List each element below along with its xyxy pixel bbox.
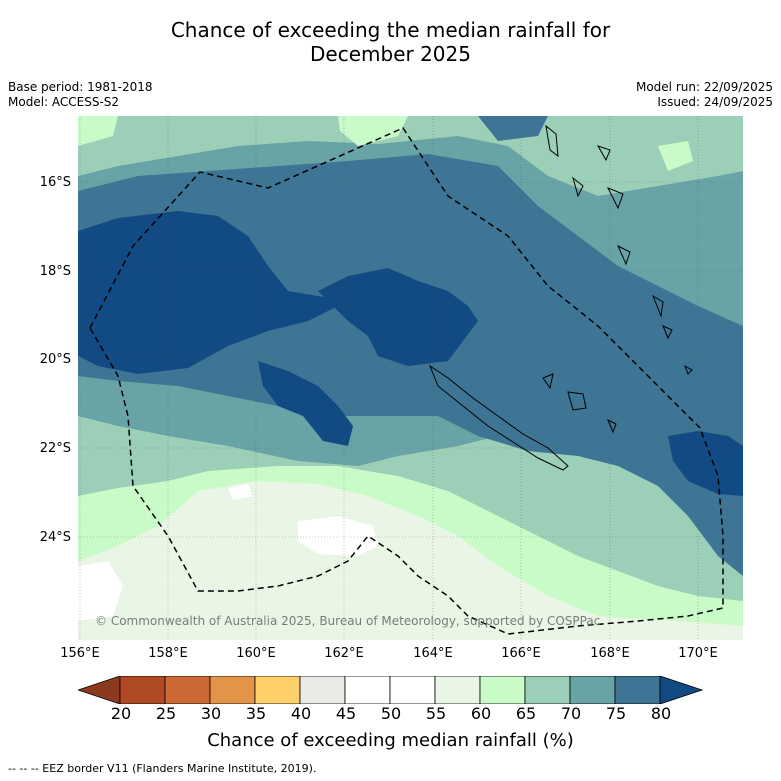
lon-label-166e: 166°E [501, 646, 541, 661]
colorbar-title: Chance of exceeding median rainfall (%) [207, 730, 574, 751]
model-name: Model: ACCESS-S2 [8, 95, 120, 109]
lat-label-24s: 24°S [39, 530, 71, 545]
band-60-65-ne [658, 141, 693, 171]
band-50-55-c [228, 484, 253, 500]
title-line-2: December 2025 [310, 42, 471, 66]
colorbar-tick-80: 80 [650, 704, 672, 723]
colorbar-cell-60-65 [479, 675, 526, 705]
colorbar-tick-45: 45 [335, 704, 357, 723]
band-60-65-corner [78, 116, 118, 146]
meta-left: Base period: 1981-2018 Model: ACCESS-S2 [8, 80, 153, 110]
colorbar-cell-20-25 [119, 675, 166, 705]
loyalty-islands [542, 373, 617, 434]
colorbar-cell-55-60 [434, 675, 481, 705]
band-80-plus-south [258, 361, 353, 446]
lon-label-158e: 158°E [148, 646, 188, 661]
title-line-1: Chance of exceeding the median rainfall … [170, 18, 611, 42]
colorbar-tick-60: 60 [470, 704, 492, 723]
colorbar-tick-40: 40 [290, 704, 312, 723]
colorbar-cell-45-50 [344, 675, 391, 705]
lat-label-20s: 20°S [39, 352, 71, 367]
colorbar-cell-35-40 [254, 675, 301, 705]
colorbar-cell-75-80 [614, 675, 661, 705]
copyright-notice: © Commonwealth of Australia 2025, Bureau… [95, 614, 601, 628]
meta-right: Model run: 22/09/2025 Issued: 24/09/2025 [636, 80, 773, 110]
rainfall-map [78, 116, 743, 640]
band-50-55-b [78, 561, 123, 621]
colorbar-cell-50-55 [389, 675, 436, 705]
colorbar-cell-70-75 [569, 675, 616, 705]
band-75-80-north [478, 116, 548, 141]
lon-label-170e: 170°E [678, 646, 718, 661]
band-55-60-south [78, 481, 743, 640]
base-period: Base period: 1981-2018 [8, 80, 153, 94]
lat-label-18s: 18°S [39, 264, 71, 279]
colorbar-tick-70: 70 [560, 704, 582, 723]
lon-label-168e: 168°E [590, 646, 630, 661]
eez-footnote: -- -- -- EEZ border V11 (Flanders Marine… [8, 762, 317, 775]
colorbar-tick-25: 25 [155, 704, 177, 723]
colorbar-tick-75: 75 [605, 704, 627, 723]
vanuatu-islands [545, 124, 693, 375]
new-caledonia-island [428, 364, 569, 471]
lon-label-162e: 162°E [324, 646, 364, 661]
colorbar-tick-20: 20 [110, 704, 132, 723]
colorbar-tick-55: 55 [425, 704, 447, 723]
lon-label-164e: 164°E [413, 646, 453, 661]
lon-label-156e: 156°E [60, 646, 100, 661]
colorbar-tick-35: 35 [245, 704, 267, 723]
map-title: Chance of exceeding the median rainfall … [0, 18, 781, 66]
band-80-plus-central [318, 268, 478, 366]
colorbar-tick-50: 50 [380, 704, 402, 723]
colorbar-cell-below-20 [76, 675, 121, 705]
eez-border [89, 127, 724, 635]
band-80-plus-east [668, 431, 743, 496]
issued-date: Issued: 24/09/2025 [657, 95, 773, 109]
band-60-65-north [338, 116, 408, 146]
grid-lines [78, 116, 743, 640]
band-80-plus-west [78, 211, 348, 374]
model-run: Model run: 22/09/2025 [635, 80, 773, 94]
colorbar-cell-above-80 [659, 675, 704, 705]
lat-label-16s: 16°S [39, 175, 71, 190]
colorbar-cell-30-35 [209, 675, 256, 705]
colorbar-cell-40-45 [299, 675, 346, 705]
lon-label-160e: 160°E [236, 646, 276, 661]
colorbar-tick-65: 65 [515, 704, 537, 723]
colorbar [76, 675, 704, 708]
lat-label-22s: 22°S [39, 441, 71, 456]
colorbar-tick-30: 30 [200, 704, 222, 723]
colorbar-cell-65-70 [524, 675, 571, 705]
colorbar-cell-25-30 [164, 675, 211, 705]
band-50-55-a [298, 516, 378, 556]
